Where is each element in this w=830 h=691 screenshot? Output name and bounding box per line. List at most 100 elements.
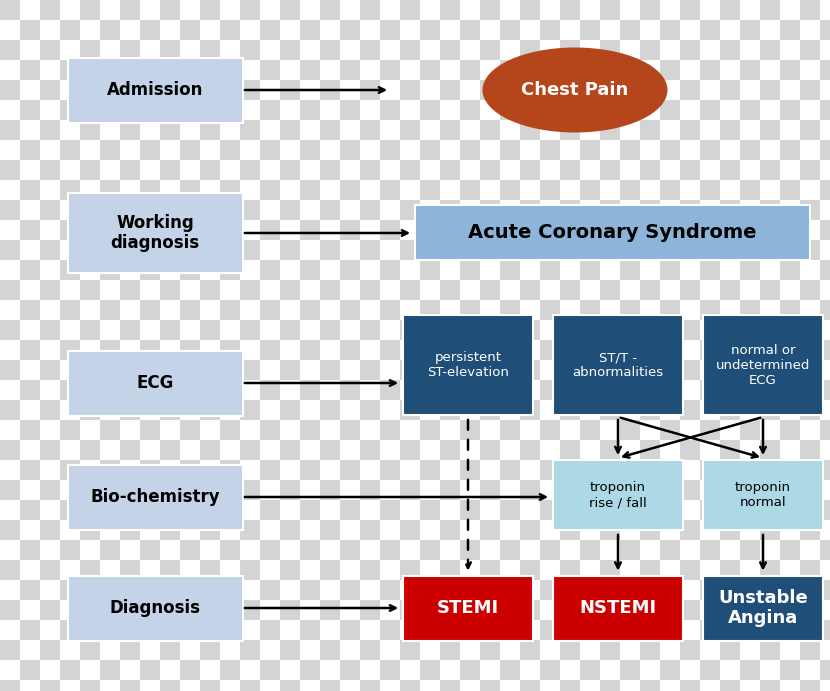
Bar [0,460,20,480]
Bar [380,480,400,500]
Bar [820,320,830,340]
Bar [440,280,460,300]
Bar [500,420,520,440]
Bar [200,600,220,620]
Bar [600,520,620,540]
Bar [0,440,20,460]
Bar [480,260,500,280]
Bar [580,500,600,520]
Bar [220,420,240,440]
Bar [140,120,160,140]
Bar [420,640,440,660]
Bar [640,680,660,691]
Bar [440,460,460,480]
Bar [40,680,60,691]
Bar [680,40,700,60]
Bar [200,640,220,660]
Text: NSTEMI: NSTEMI [579,599,657,617]
Bar [820,340,830,360]
Bar [640,520,660,540]
FancyBboxPatch shape [67,576,242,641]
Bar [420,380,440,400]
Bar [700,660,720,680]
Bar [660,120,680,140]
Bar [420,460,440,480]
Bar [100,560,120,580]
Bar [260,100,280,120]
Bar [720,160,740,180]
Bar [760,480,780,500]
Bar [560,320,580,340]
Bar [260,240,280,260]
Bar [800,40,820,60]
Bar [20,40,40,60]
Bar [300,500,320,520]
Bar [800,380,820,400]
Bar [0,660,20,680]
Bar [660,160,680,180]
Bar [540,200,560,220]
Bar [260,380,280,400]
Bar [700,620,720,640]
Bar [80,40,100,60]
Bar [340,220,360,240]
Bar [200,680,220,691]
Bar [760,180,780,200]
Bar [300,680,320,691]
Bar [660,0,680,20]
Bar [540,220,560,240]
Bar [720,640,740,660]
Bar [120,60,140,80]
Bar [60,660,80,680]
Bar [520,200,540,220]
Bar [800,300,820,320]
Bar [260,300,280,320]
Bar [20,80,40,100]
Bar [480,440,500,460]
Bar [760,240,780,260]
Bar [40,0,60,20]
Bar [780,440,800,460]
Bar [280,60,300,80]
Bar [740,380,760,400]
Bar [660,240,680,260]
Bar [800,400,820,420]
Bar [580,100,600,120]
Bar [580,80,600,100]
Bar [20,480,40,500]
Bar [640,400,660,420]
Bar [660,260,680,280]
Bar [180,0,200,20]
Bar [320,300,340,320]
Bar [660,300,680,320]
Bar [300,620,320,640]
Bar [660,360,680,380]
Bar [660,680,680,691]
Bar [260,140,280,160]
Bar [40,420,60,440]
Bar [480,80,500,100]
Bar [720,660,740,680]
Bar [820,500,830,520]
Bar [340,340,360,360]
Bar [800,240,820,260]
Bar [660,600,680,620]
Bar [160,500,180,520]
Bar [660,520,680,540]
Bar [80,80,100,100]
Bar [680,200,700,220]
Bar [820,660,830,680]
Bar [60,520,80,540]
Bar [240,420,260,440]
Bar [360,480,380,500]
Bar [820,440,830,460]
Bar [80,200,100,220]
Bar [600,200,620,220]
Bar [100,100,120,120]
Bar [380,120,400,140]
Bar [480,60,500,80]
Bar [40,200,60,220]
Bar [600,100,620,120]
Bar [680,120,700,140]
Bar [180,400,200,420]
